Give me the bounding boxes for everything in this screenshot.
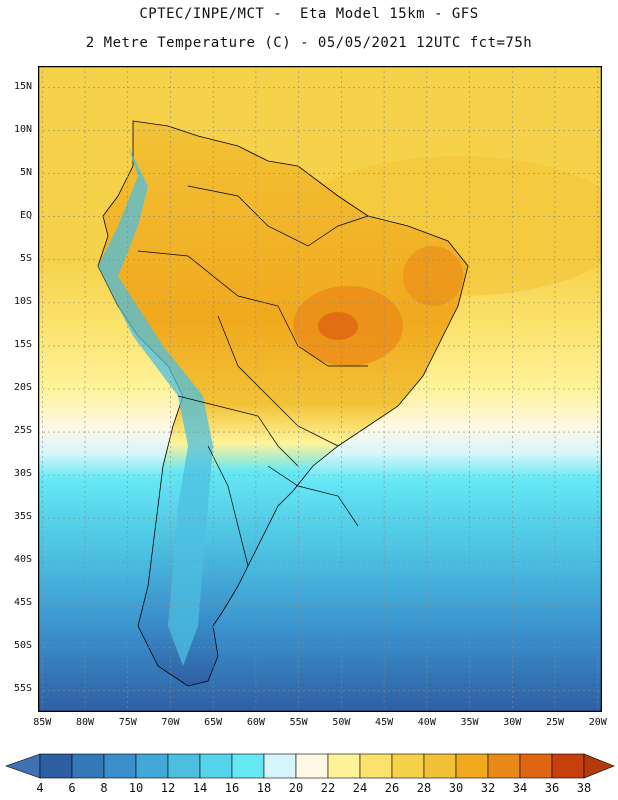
colorbar-swatch xyxy=(231,753,265,779)
longitude-label: 45W xyxy=(375,717,394,728)
latitude-label: 45S xyxy=(13,597,32,609)
latitude-label: 40S xyxy=(13,554,32,566)
colorbar-tick-label: 14 xyxy=(192,781,208,795)
colorbar-tick-label: 16 xyxy=(224,781,240,795)
temperature-map xyxy=(38,66,602,712)
colorbar-swatch xyxy=(295,753,329,779)
colorbar-swatch xyxy=(71,753,105,779)
colorbar-tick-label: 36 xyxy=(544,781,560,795)
colorbar-under-arrow xyxy=(5,753,41,779)
colorbar-tick-label: 26 xyxy=(384,781,400,795)
colorbar-swatch xyxy=(519,753,553,779)
latitude-label: 30S xyxy=(13,468,32,480)
colorbar-tick-label: 24 xyxy=(352,781,368,795)
longitude-label: 35W xyxy=(460,717,479,728)
colorbar-tick-label: 34 xyxy=(512,781,528,795)
chart-title-line2: 2 Metre Temperature (C) - 05/05/2021 12U… xyxy=(85,35,533,51)
colorbar-swatch xyxy=(551,753,585,779)
longitude-label: 65W xyxy=(204,717,223,728)
longitude-label: 55W xyxy=(289,717,308,728)
colorbar-tick-label: 8 xyxy=(100,781,108,795)
colorbar-swatch xyxy=(199,753,233,779)
graticule xyxy=(38,66,602,712)
colorbar-swatch xyxy=(39,753,73,779)
colorbar-swatch xyxy=(359,753,393,779)
colorbar-tick-label: 10 xyxy=(128,781,144,795)
colorbar-tick-label: 20 xyxy=(288,781,304,795)
longitude-label: 75W xyxy=(118,717,137,728)
map-frame xyxy=(38,66,602,712)
longitude-label: 70W xyxy=(161,717,180,728)
longitude-label: 25W xyxy=(545,717,565,728)
latitude-label: 55S xyxy=(13,683,32,695)
longitude-label: 40W xyxy=(417,717,436,728)
chart-title-line1: CPTEC/INPE/MCT - Eta Model 15km - GFS xyxy=(139,6,479,22)
map-panel xyxy=(38,66,602,712)
latitude-label: 5S xyxy=(19,252,32,264)
longitude-label: 85W xyxy=(33,717,52,728)
colorbar-tick-label: 4 xyxy=(36,781,44,795)
latitude-label: 50S xyxy=(13,640,32,652)
andes-cold-strip xyxy=(98,146,213,666)
latitude-label: 15N xyxy=(13,80,32,92)
colorbar-tick-label: 12 xyxy=(160,781,176,795)
latitude-label: 10N xyxy=(13,123,32,135)
longitude-label: 80W xyxy=(75,717,95,728)
colorbar-over-arrow xyxy=(583,753,615,779)
longitude-label: 30W xyxy=(503,717,522,728)
latitude-label: 35S xyxy=(13,511,32,523)
latitude-label: 10S xyxy=(13,295,32,307)
colorbar-swatch xyxy=(423,753,457,779)
latitude-label: 15S xyxy=(13,338,32,350)
colorbar-tick-label: 30 xyxy=(448,781,464,795)
latitude-label: EQ xyxy=(19,209,32,221)
colorbar-tick-label: 6 xyxy=(68,781,76,795)
longitude-label: 20W xyxy=(588,717,607,728)
country-borders xyxy=(137,185,369,567)
hottest-spot xyxy=(318,312,358,340)
colorbar-swatch xyxy=(135,753,169,779)
latitude-label: 20S xyxy=(13,382,32,393)
colorbar-swatch xyxy=(391,753,425,779)
colorbar-swatch xyxy=(263,753,297,779)
colorbar xyxy=(5,753,615,779)
colorbar-swatch xyxy=(167,753,201,779)
latitude-label: 5N xyxy=(19,166,32,178)
colorbar-tick-label: 28 xyxy=(416,781,432,795)
colorbar-tick-label: 18 xyxy=(256,781,272,795)
longitude-label: 50W xyxy=(332,717,351,728)
colorbar-tick-label: 22 xyxy=(320,781,336,795)
colorbar-swatch xyxy=(103,753,137,779)
colorbar-swatch xyxy=(455,753,489,779)
latitude-label: 25S xyxy=(13,425,32,437)
colorbar-swatch xyxy=(487,753,521,779)
longitude-label: 60W xyxy=(246,717,265,728)
hot-spot-northeast-brazil xyxy=(403,246,463,306)
colorbar-swatch xyxy=(327,753,361,779)
colorbar-tick-label: 32 xyxy=(480,781,496,795)
colorbar-tick-label: 38 xyxy=(576,781,592,795)
